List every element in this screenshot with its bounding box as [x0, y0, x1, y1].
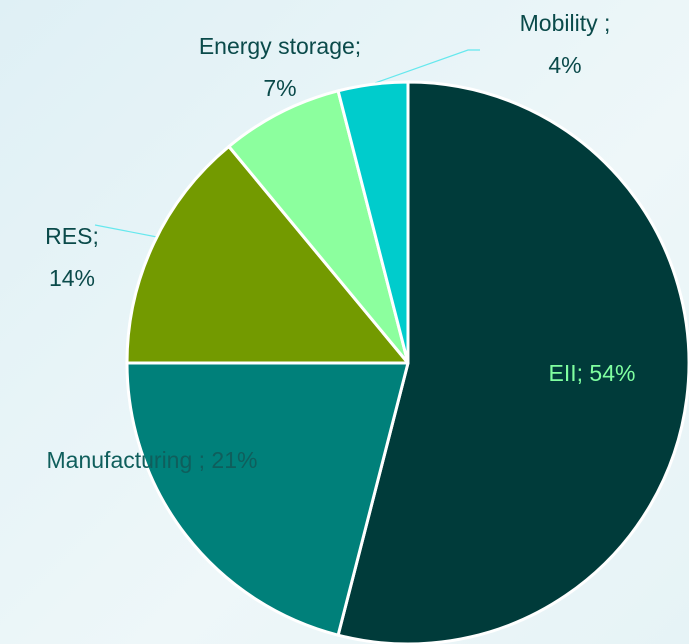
data-label: EII; 54% [549, 360, 636, 386]
data-label: Energy storage; 7% [199, 33, 361, 101]
data-label-line: Mobility ; [520, 10, 611, 36]
data-label: RES; 14% [45, 223, 99, 291]
data-label-line: 7% [263, 75, 296, 101]
data-label: Mobility ; 4% [520, 10, 611, 78]
data-label-line: Energy storage; [199, 33, 361, 59]
leader-line [374, 49, 480, 84]
pie-slice [336, 80, 410, 365]
data-label: Manufacturing ; 21% [47, 447, 258, 473]
data-label-line: EII; 54% [549, 360, 636, 386]
data-label-line: 4% [548, 52, 581, 78]
data-label-line: 14% [49, 265, 95, 291]
data-label-line: Manufacturing ; 21% [47, 447, 258, 473]
leader-line [94, 224, 158, 238]
data-label-line: RES; [45, 223, 99, 249]
pie-slice [125, 361, 410, 637]
pie-slice [336, 80, 689, 644]
pie-slice [125, 144, 410, 365]
pie-slice [227, 89, 410, 365]
